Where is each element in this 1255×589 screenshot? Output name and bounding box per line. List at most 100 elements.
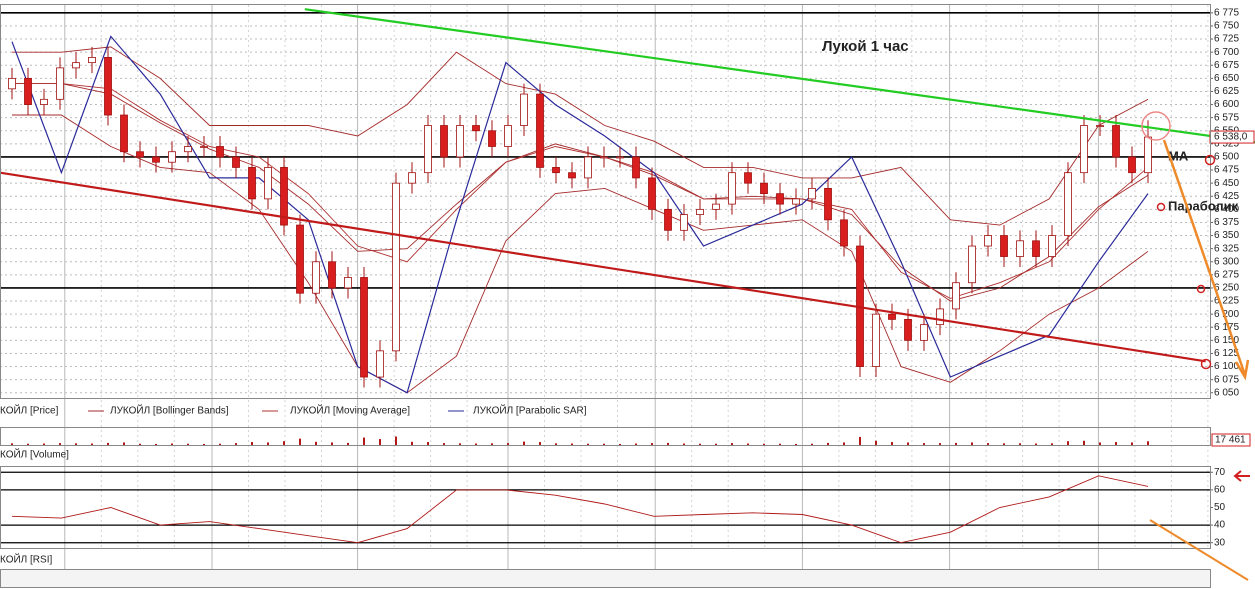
- y-tick-label: 6 725: [1214, 34, 1239, 45]
- candle-body: [472, 125, 480, 132]
- candle-body: [632, 156, 640, 179]
- chart-title: Лукой 1 час: [822, 38, 909, 55]
- candle-body: [104, 57, 112, 116]
- volume-bar: [411, 441, 413, 445]
- candle-body: [600, 156, 608, 159]
- volume-bar: [91, 443, 93, 445]
- volume-bar: [1083, 440, 1085, 445]
- volume-bar: [267, 442, 269, 445]
- legend-label: ЛУКОЙЛ [Bollinger Bands]: [110, 404, 229, 417]
- parabolic-sar: [11, 35, 1149, 394]
- volume-bar: [907, 442, 909, 445]
- candle-body: [984, 235, 992, 247]
- marker: [1141, 111, 1171, 141]
- volume-bar: [171, 443, 173, 445]
- y-tick-label: 6 175: [1214, 322, 1239, 333]
- volume-bar: [715, 443, 717, 445]
- volume-bar: [299, 438, 301, 445]
- volume-bar: [923, 443, 925, 445]
- candle-body: [520, 93, 528, 126]
- legend-label: КОЙЛ [Volume]: [0, 448, 69, 461]
- candle-body: [1032, 240, 1040, 257]
- y-tick-label: 50: [1214, 502, 1226, 513]
- candle-body: [56, 67, 64, 100]
- y-tick-label: 6 050: [1214, 387, 1239, 398]
- volume-bar: [1003, 443, 1005, 445]
- y-tick-label: 6 300: [1214, 256, 1239, 267]
- volume-bar: [123, 442, 125, 445]
- last-volume-tag: [1211, 433, 1251, 447]
- legend-label: КОЙЛ [RSI]: [0, 553, 52, 566]
- volume-bar: [491, 443, 493, 445]
- price-pane-frame: [0, 4, 1211, 399]
- candle-body: [424, 125, 432, 174]
- candle-body: [536, 93, 544, 168]
- volume-bar: [795, 443, 797, 445]
- candle-body: [744, 172, 752, 184]
- marker: [1200, 358, 1212, 370]
- rsi-forecast-arrow: [1149, 519, 1249, 581]
- candle-body: [344, 277, 352, 289]
- candle-body: [920, 324, 928, 341]
- y-tick-label: 6 600: [1214, 99, 1239, 110]
- volume-bar: [187, 443, 189, 445]
- volume-bar: [891, 442, 893, 445]
- y-tick-label: 6 475: [1214, 165, 1239, 176]
- last-volume-label: 17 461: [1215, 435, 1246, 446]
- volume-bar: [315, 441, 317, 445]
- volume-bar: [779, 443, 781, 445]
- candle-body: [664, 208, 672, 231]
- legend-label: КОЙЛ [Price]: [0, 404, 59, 417]
- candle-body: [184, 146, 192, 153]
- candle-body: [968, 245, 976, 284]
- volume-bar: [987, 443, 989, 445]
- candle-body: [760, 182, 768, 195]
- marker: [1156, 202, 1166, 212]
- y-tick-label: 6 125: [1214, 348, 1239, 359]
- volume-bar: [219, 443, 221, 445]
- y-tick-label: 6 075: [1214, 374, 1239, 385]
- candle-body: [904, 318, 912, 341]
- candle-body: [840, 219, 848, 247]
- y-tick-label: 40: [1214, 520, 1226, 531]
- legend-label: ЛУКОЙЛ [Parabolic SAR]: [473, 404, 587, 417]
- volume-pane-frame: [0, 427, 1211, 446]
- volume-bar: [523, 441, 525, 445]
- volume-bar: [1019, 443, 1021, 445]
- volume-bar: [763, 443, 765, 445]
- candle-body: [808, 187, 816, 200]
- candle-body: [264, 167, 272, 200]
- candle-body: [392, 182, 400, 352]
- y-tick-label: 30: [1214, 537, 1226, 548]
- volume-bar: [331, 442, 333, 445]
- y-tick-label: 6 275: [1214, 270, 1239, 281]
- annotation: MA: [1168, 148, 1189, 163]
- candle-body: [408, 172, 416, 184]
- y-tick-label: 6 425: [1214, 191, 1239, 202]
- volume-bar: [251, 442, 253, 445]
- y-tick-label: 6 575: [1214, 112, 1239, 123]
- candle-body: [728, 172, 736, 205]
- candle-body: [1000, 235, 1008, 257]
- volume-bar: [955, 442, 957, 445]
- candle-body: [936, 308, 944, 326]
- volume-bar: [635, 443, 637, 445]
- volume-bar: [347, 442, 349, 445]
- volume-bar: [539, 442, 541, 445]
- y-tick-label: 6 625: [1214, 86, 1239, 97]
- volume-bar: [1115, 442, 1117, 445]
- y-tick-label: 6 750: [1214, 21, 1239, 32]
- volume-bar: [459, 443, 461, 445]
- y-tick-label: 6 500: [1214, 152, 1239, 163]
- volume-bar: [507, 443, 509, 445]
- candle-body: [24, 77, 32, 105]
- candle-body: [136, 151, 144, 158]
- candle-body: [216, 146, 224, 158]
- y-tick-label: 6 775: [1214, 8, 1239, 19]
- y-tick-label: 6 200: [1214, 309, 1239, 320]
- candle-body: [8, 77, 16, 90]
- candle-body: [552, 167, 560, 174]
- volume-bar: [27, 443, 29, 445]
- y-tick-label: 6 350: [1214, 230, 1239, 241]
- candle-body: [488, 130, 496, 147]
